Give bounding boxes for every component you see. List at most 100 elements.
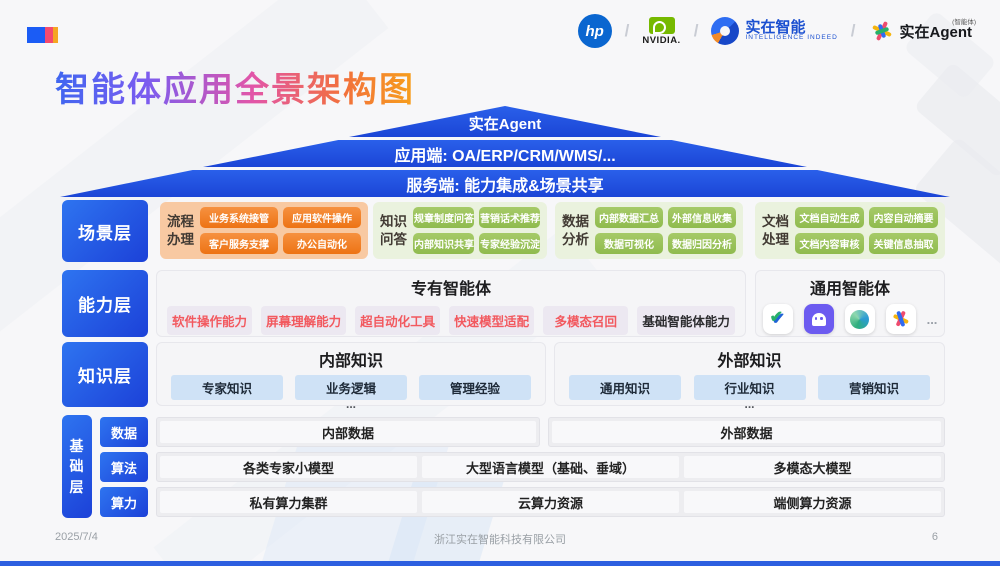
- knowledge-tag: 行业知识: [693, 375, 806, 400]
- swirl-app-icon: [844, 304, 875, 334]
- scene-tag: 数据可视化: [595, 233, 663, 254]
- capability-tag: 超自动化工具: [355, 306, 441, 335]
- capability-base-tag: 基础智能体能力: [637, 306, 736, 335]
- logo-separator: /: [624, 21, 630, 40]
- foundation-cell: 云算力资源: [422, 491, 679, 513]
- scene-tag: 关键信息抽取: [869, 233, 938, 254]
- scene-tag: 数据归因分析: [668, 233, 736, 254]
- external-knowledge-panel: 外部知识 通用知识 行业知识 营销知识 ...: [554, 342, 945, 411]
- algorithm-row: 各类专家小模型 大型语言模型（基础、垂域） 多模态大模型: [156, 452, 945, 482]
- foundation-label-data: 数据: [100, 417, 148, 447]
- layer-label-knowledge: 知识层: [62, 342, 148, 407]
- scene-tag: 内容自动摘要: [869, 207, 938, 228]
- asterisk-icon: [869, 18, 895, 44]
- general-agent-title: 通用智能体: [809, 281, 890, 298]
- foundation-label-algorithm: 算法: [100, 452, 148, 482]
- scene-tag: 办公自动化: [283, 233, 361, 254]
- corner-flag-decoration: [27, 27, 58, 43]
- more-ellipsis: ...: [744, 397, 755, 411]
- knowledge-tag: 管理经验: [419, 375, 531, 400]
- scene-tag: 业务系统接管: [200, 207, 278, 228]
- external-knowledge-title: 外部知识: [717, 353, 782, 370]
- check-app-icon: ✔ ✔: [762, 304, 793, 334]
- foundation-cell: 私有算力集群: [160, 491, 417, 513]
- foundation-label-compute: 算力: [100, 487, 148, 517]
- nvidia-wordmark: NVIDIA.: [642, 34, 681, 46]
- capability-tag: 多模态召回: [543, 306, 629, 335]
- shizai-agent-logo: 实在Agent (智能体): [869, 18, 977, 44]
- foundation-cell: 多模态大模型: [684, 456, 941, 478]
- knowledge-tag: 专家知识: [171, 375, 283, 400]
- shizai-wordmark: 实在智能: [745, 18, 806, 36]
- scene-group-label: 数据 分析: [562, 213, 589, 247]
- flag-blue-block: [27, 27, 45, 43]
- scene-tag: 营销话术推荐: [479, 207, 540, 228]
- shizai-tagline: INTELLIGENCE INDEED: [745, 34, 838, 42]
- footer-date: 2025/7/4: [55, 531, 98, 543]
- foundation-cell: 外部数据: [552, 421, 941, 443]
- internal-data-box: 内部数据: [156, 417, 540, 447]
- scene-tag: 内部知识共享: [413, 233, 474, 254]
- nvidia-eye-icon: [648, 16, 675, 34]
- general-agent-panel: 通用智能体 ✔ ✔ ...: [755, 270, 945, 337]
- roof-top-agent: 实在Agent: [349, 106, 661, 137]
- scene-group-data: 数据 分析 内部数据汇总 外部信息收集 数据可视化 数据归因分析: [555, 202, 743, 259]
- knowledge-tag: 通用知识: [569, 375, 681, 400]
- footer-page-number: 6: [931, 531, 938, 543]
- layer-label-scene: 场景层: [62, 200, 148, 262]
- foundation-cell: 内部数据: [160, 421, 536, 443]
- scene-group-label: 知识 问答: [380, 213, 407, 247]
- capability-tag: 屏幕理解能力: [261, 306, 347, 335]
- proprietary-agent-title: 专有智能体: [410, 281, 491, 298]
- scene-group-label: 流程 办理: [167, 213, 194, 247]
- roof-application-band: 应用端: OA/ERP/CRM/WMS/...: [203, 140, 807, 167]
- slide-footer: 2025/7/4 浙江实在智能科技有限公司 6: [0, 531, 1000, 547]
- layer-label-capability: 能力层: [62, 270, 148, 337]
- nvidia-logo: NVIDIA.: [642, 16, 681, 46]
- layer-label-foundation: 基 础 层: [62, 415, 92, 518]
- scene-tag: 规章制度问答: [413, 207, 474, 228]
- compute-row: 私有算力集群 云算力资源 端侧算力资源: [156, 487, 945, 517]
- footer-company: 浙江实在智能科技有限公司: [434, 534, 566, 546]
- page-title: 智能体应用全景架构图: [55, 62, 415, 111]
- knowledge-tag: 营销知识: [818, 375, 930, 400]
- bottom-accent-bar: [0, 561, 1000, 566]
- scene-tag: 专家经验沉淀: [479, 233, 540, 254]
- ghost-app-icon: [803, 304, 834, 334]
- scene-group-label: 文档 处理: [762, 213, 789, 247]
- flag-pink-block: [45, 27, 53, 43]
- flag-orange-block: [53, 27, 58, 43]
- internal-knowledge-panel: 内部知识 专家知识 业务逻辑 管理经验 ...: [156, 342, 546, 411]
- foundation-cell: 大型语言模型（基础、垂域）: [422, 456, 679, 478]
- scene-group-qa: 知识 问答 规章制度问答 营销话术推荐 内部知识共享 专家经验沉淀: [373, 202, 547, 259]
- scene-tag: 外部信息收集: [668, 207, 736, 228]
- scene-tag: 客户服务支撑: [200, 233, 278, 254]
- roof-pyramid: 实在Agent 应用端: OA/ERP/CRM/WMS/... 服务端: 能力集…: [60, 106, 950, 198]
- scene-group-process: 流程 办理 业务系统接管 应用软件操作 客户服务支撑 办公自动化: [160, 202, 368, 259]
- scene-tag: 应用软件操作: [283, 207, 361, 228]
- foundation-cell: 端侧算力资源: [684, 491, 941, 513]
- proprietary-agent-panel: 专有智能体 软件操作能力 屏幕理解能力 超自动化工具 快速模型适配 多模态召回 …: [156, 270, 746, 337]
- external-data-box: 外部数据: [548, 417, 945, 447]
- shizai-swirl-icon: [711, 17, 740, 45]
- partner-logos: hp / NVIDIA. / 实在智能 INTELLIGENCE INDEED …: [577, 14, 977, 48]
- scene-tag: 内部数据汇总: [595, 207, 663, 228]
- agent-wordmark: 实在Agent (智能体): [900, 19, 977, 42]
- more-ellipsis: ...: [926, 311, 938, 327]
- capability-tag: 软件操作能力: [167, 306, 253, 335]
- capability-tag: 快速模型适配: [449, 306, 535, 335]
- hp-logo-icon: hp: [577, 14, 612, 48]
- knowledge-tag: 业务逻辑: [295, 375, 407, 400]
- foundation-cell: 各类专家小模型: [160, 456, 417, 478]
- roof-service-band: 服务端: 能力集成&场景共享: [60, 170, 950, 197]
- internal-knowledge-title: 内部知识: [318, 353, 383, 370]
- logo-separator: /: [693, 21, 699, 40]
- scene-tag: 文档内容审核: [795, 233, 864, 254]
- agent-superscript: (智能体): [952, 18, 976, 26]
- shizai-intelligence-logo: 实在智能 INTELLIGENCE INDEED: [711, 17, 837, 45]
- logo-separator: /: [850, 21, 856, 40]
- more-ellipsis: ...: [345, 397, 356, 411]
- scene-group-doc: 文档 处理 文档自动生成 内容自动摘要 文档内容审核 关键信息抽取: [755, 202, 945, 259]
- scene-tag: 文档自动生成: [795, 207, 864, 228]
